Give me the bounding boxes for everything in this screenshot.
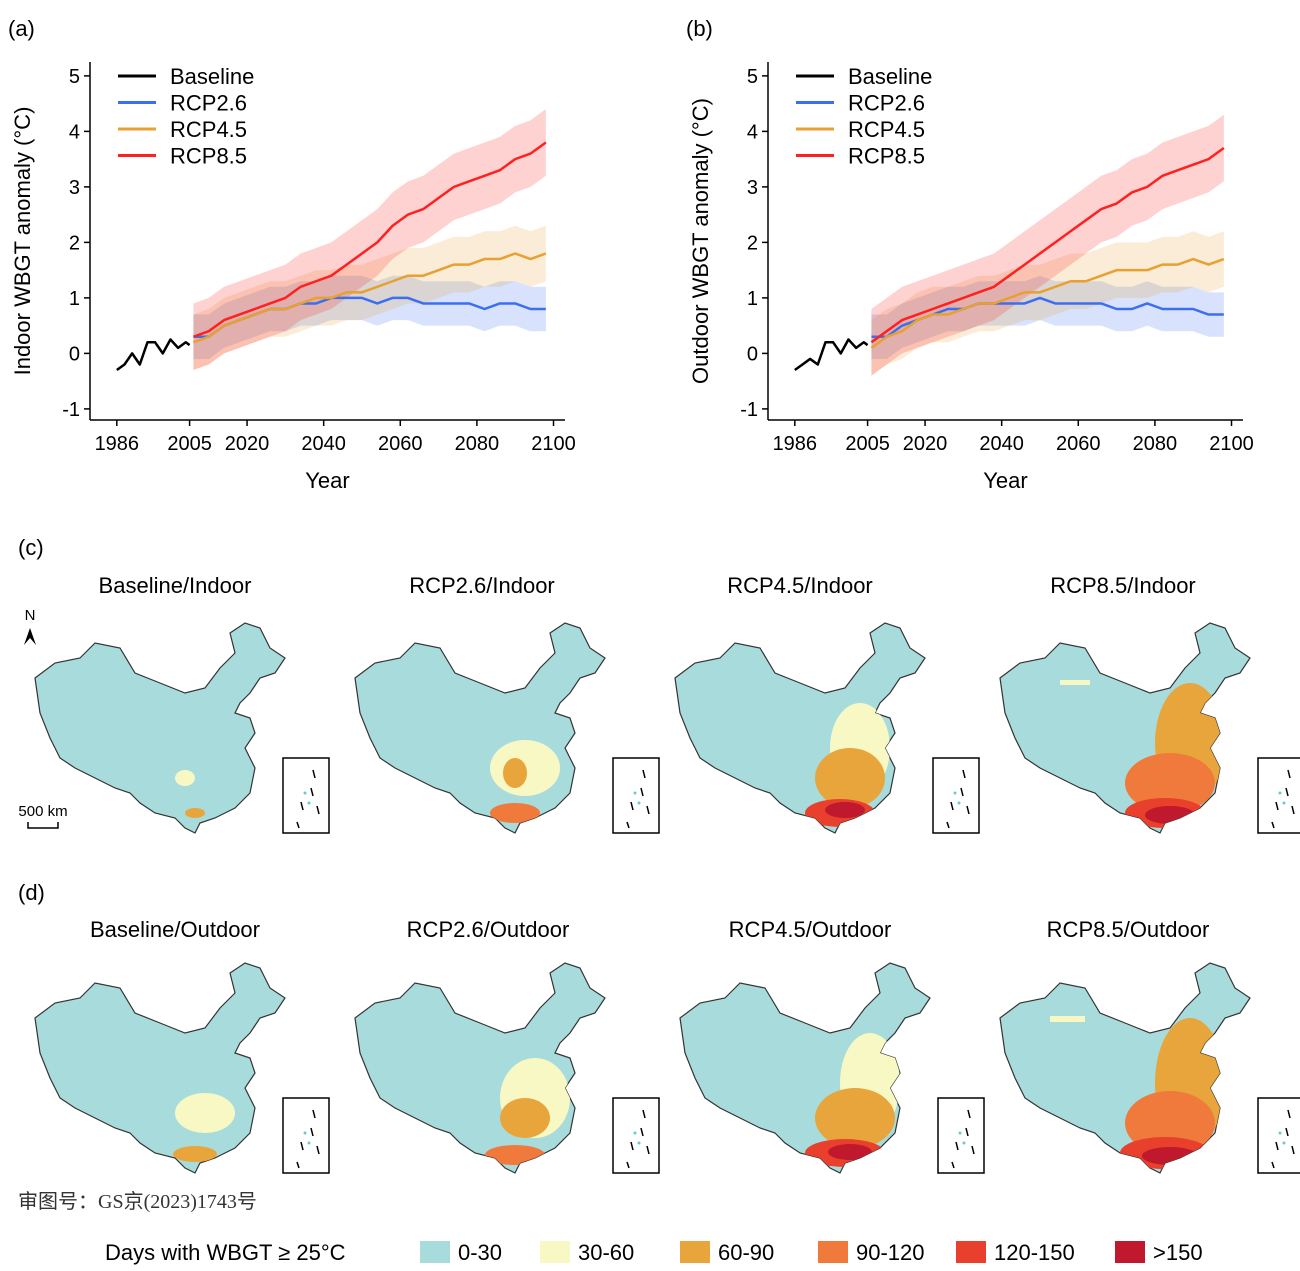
legend-label: 120-150 [994,1240,1075,1265]
band [871,231,1224,376]
legend-label: 60-90 [718,1240,774,1265]
map [999,622,1300,834]
legend-label: RCP2.6 [170,91,247,116]
map-legend: 0-30 30-60 60-90 90-120 120-150 >150 [420,1240,1203,1265]
line [193,252,547,344]
map-title: RCP4.5/Outdoor [729,917,892,942]
y-tick-label: 0 [747,343,758,365]
y-tick-label: 5 [747,66,758,88]
map-title: RCP2.6/Outdoor [407,917,570,942]
band [871,275,1224,359]
legend-label: RCP8.5 [848,144,925,169]
approval-note: 审图号：GS京(2023)1743号 [18,1190,257,1213]
map [999,962,1300,1174]
x-tick-label: 2040 [301,433,346,455]
map [674,622,980,834]
panel-label: (d) [18,880,45,905]
y-tick-label: 5 [69,66,80,88]
line [116,338,191,372]
chart: (b) -1 0 1 2 3 4 5 1986 2005 2020 2040 2060 2080 2100 Y… [686,16,1254,493]
x-tick-label: 2005 [167,433,212,455]
x-tick-label: 2040 [979,433,1024,455]
y-tick-label: 0 [69,343,80,365]
y-axis-label: Indoor WBGT anomaly (°C) [10,107,35,376]
y-tick-label: 3 [747,177,758,199]
line [193,141,547,338]
y-tick-label: 3 [69,177,80,199]
panel-label: (b) [686,16,713,41]
legend-swatch [1115,1241,1145,1263]
map-title: Baseline/Outdoor [90,917,260,942]
scale-bar [27,822,59,829]
line [870,257,1225,349]
x-tick-label: 2080 [455,433,500,455]
band [193,275,546,359]
legend-label: Baseline [848,64,932,89]
legend-label: RCP2.6 [848,91,925,116]
scale-label: 500 km [18,803,67,820]
y-tick-label: 1 [747,288,758,310]
map [354,622,660,834]
band [193,109,546,371]
legend-swatch [818,1241,848,1263]
legend-label: >150 [1153,1240,1203,1265]
legend-swatch [680,1241,710,1263]
legend-label: RCP8.5 [170,144,247,169]
map [679,962,985,1174]
map-title: Baseline/Indoor [99,573,252,598]
panel-label: (a) [8,16,35,41]
y-tick-label: -1 [62,399,80,421]
y-tick-label: 2 [69,232,80,254]
legend-label: 30-60 [578,1240,634,1265]
x-tick-label: 1986 [773,433,818,455]
x-tick-label: 2100 [531,433,576,455]
chart: (a) -1 0 1 2 3 4 5 1986 2005 2020 2040 2060 2080 2100 Y… [8,16,576,493]
map [354,962,660,1174]
map-legend-title: Days with WBGT ≥ 25°C [105,1240,346,1265]
x-tick-label: 2020 [225,433,270,455]
x-tick-label: 2080 [1133,433,1178,455]
line [870,147,1225,344]
x-axis-label: Year [305,468,349,493]
y-tick-label: 4 [747,121,758,143]
y-tick-label: -1 [740,399,758,421]
x-tick-label: 1986 [95,433,140,455]
map [34,622,330,834]
line [794,338,869,372]
y-tick-label: 4 [69,121,80,143]
y-tick-label: 1 [69,288,80,310]
map-title: RCP2.6/Indoor [409,573,555,598]
map-rows: (c) (d) [18,535,45,905]
legend-label: RCP4.5 [170,117,247,142]
x-tick-label: 2020 [903,433,948,455]
legend-label: 90-120 [856,1240,925,1265]
y-tick-label: 2 [747,232,758,254]
x-tick-label: 2060 [1056,433,1101,455]
x-tick-label: 2005 [845,433,890,455]
legend-label: 0-30 [458,1240,502,1265]
maps: (c) (d) Baseline/Indoor RCP2.6/Indoor RC… [18,535,1300,1174]
map-title: RCP8.5/Indoor [1050,573,1196,598]
legend-label: Baseline [170,64,254,89]
x-axis-label: Year [983,468,1027,493]
map-title: RCP8.5/Outdoor [1047,917,1210,942]
legend-swatch [420,1241,450,1263]
legend-label: RCP4.5 [848,117,925,142]
map-title: RCP4.5/Indoor [727,573,873,598]
north-arrow [24,628,36,645]
map [34,962,330,1174]
legend-swatch [956,1241,986,1263]
x-tick-label: 2060 [378,433,423,455]
band [193,225,546,371]
north-label: N [25,607,36,624]
panel-label: (c) [18,535,44,560]
x-tick-label: 2100 [1209,433,1254,455]
legend-swatch [540,1241,570,1263]
y-axis-label: Outdoor WBGT anomaly (°C) [688,98,713,384]
